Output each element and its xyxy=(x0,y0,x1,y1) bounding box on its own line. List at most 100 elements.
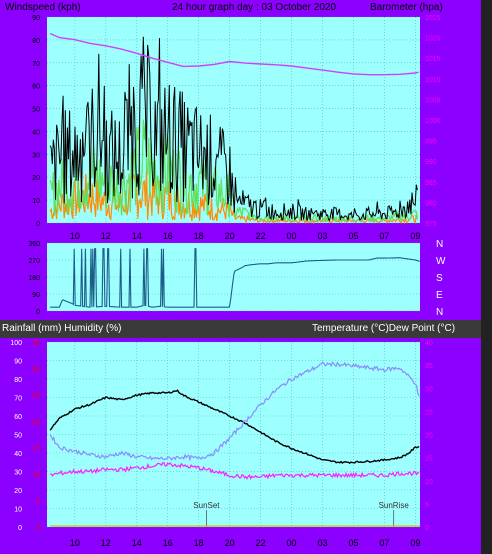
wind-y-tick-label: 80 xyxy=(32,38,40,45)
wind-y-tick-label: 0 xyxy=(36,221,40,228)
rain-y-tick-label: 25 xyxy=(32,393,40,400)
compass-label: N xyxy=(436,307,443,318)
series-dew-point-humidity xyxy=(49,361,420,462)
humidity-y-tick-label: 70 xyxy=(14,396,22,403)
barometer-y-tick-label: 1015 xyxy=(425,56,441,63)
wind-y-tick-label: 60 xyxy=(32,84,40,91)
temp-x-tick-label: 12 xyxy=(101,538,111,548)
temp-x-tick-label: 18 xyxy=(194,538,204,548)
humidity-y-tick-label: 50 xyxy=(14,433,22,440)
humidity-y-tick-label: 100 xyxy=(10,340,22,347)
temperature-y-tick-label: 10 xyxy=(425,479,433,486)
temp-x-tick-label: 22 xyxy=(256,538,266,548)
wind-x-tick-label: 22 xyxy=(256,231,266,241)
series-gust xyxy=(49,36,418,222)
humidity-y-tick-label: 20 xyxy=(14,488,22,495)
wind-axis-title: Windspeed (kph) xyxy=(5,2,81,13)
chart-title: 24 hour graph day : 03 October 2020 xyxy=(172,2,336,13)
series-barometer xyxy=(49,32,419,76)
humidity-y-tick-label: 0 xyxy=(18,525,22,532)
barometer-y-tick-label: 1020 xyxy=(425,36,441,43)
rain-y-tick-label: 35 xyxy=(32,340,40,347)
temperature-humidity-panel: 0102030405060708090100051015202530350510… xyxy=(10,340,433,548)
temperature-axis-title: Temperature (°C)Dew Point (°C) xyxy=(312,323,455,334)
wind-x-tick-label: 20 xyxy=(225,231,235,241)
temperature-y-tick-label: 15 xyxy=(425,456,433,463)
wind-y-tick-label: 50 xyxy=(32,107,40,114)
direction-y-tick-label: 0 xyxy=(36,309,40,316)
temp-x-tick-label: 09 xyxy=(410,538,420,548)
compass-label: E xyxy=(436,290,443,301)
barometer-y-tick-label: 990 xyxy=(425,159,437,166)
series-temperature xyxy=(49,389,420,464)
compass-label: W xyxy=(436,256,446,267)
temp-x-tick-label: 07 xyxy=(379,538,389,548)
barometer-axis-title: Barometer (hpa) xyxy=(370,2,443,13)
barometer-y-tick-label: 1025 xyxy=(425,15,441,22)
annotation-label: SunSet xyxy=(193,501,220,510)
direction-y-tick-label: 180 xyxy=(28,275,40,282)
direction-y-tick-label: 90 xyxy=(32,292,40,299)
divider-band-top xyxy=(0,320,492,338)
series-dew-point xyxy=(49,462,420,480)
annotation-label: SunRise xyxy=(379,501,410,510)
rain-y-tick-label: 15 xyxy=(32,446,40,453)
temp-x-tick-label: 00 xyxy=(287,538,297,548)
temperature-y-tick-label: 20 xyxy=(425,433,433,440)
series-wind-direction xyxy=(50,248,420,308)
humidity-y-tick-label: 40 xyxy=(14,451,22,458)
wind-y-tick-label: 10 xyxy=(32,198,40,205)
wind-x-tick-label: 09 xyxy=(410,231,420,241)
humidity-y-tick-label: 60 xyxy=(14,414,22,421)
wind-y-tick-label: 30 xyxy=(32,152,40,159)
wind-x-tick-label: 12 xyxy=(101,231,111,241)
wind-x-tick-label: 16 xyxy=(163,231,173,241)
rain-y-tick-label: 10 xyxy=(32,472,40,479)
temperature-y-tick-label: 5 xyxy=(425,502,429,509)
temperature-y-tick-label: 30 xyxy=(425,386,433,393)
barometer-y-tick-label: 985 xyxy=(425,180,437,187)
barometer-y-tick-label: 995 xyxy=(425,139,437,146)
wind-x-tick-label: 18 xyxy=(194,231,204,241)
wind-x-tick-label: 05 xyxy=(348,231,358,241)
barometer-y-tick-label: 1000 xyxy=(425,118,441,125)
temp-x-tick-label: 14 xyxy=(132,538,142,548)
rain-y-tick-label: 5 xyxy=(36,499,40,506)
barometer-y-tick-label: 1010 xyxy=(425,77,441,84)
humidity-y-tick-label: 10 xyxy=(14,507,22,514)
compass-label: N xyxy=(436,239,443,250)
wind-x-tick-label: 07 xyxy=(379,231,389,241)
wind-x-tick-label: 03 xyxy=(317,231,327,241)
direction-y-tick-label: 360 xyxy=(28,241,40,248)
right-edge-strip xyxy=(481,0,492,554)
temp-x-tick-label: 03 xyxy=(317,538,327,548)
temperature-y-tick-label: 25 xyxy=(425,409,433,416)
wind-x-tick-label: 00 xyxy=(287,231,297,241)
rain-y-tick-label: 30 xyxy=(32,366,40,373)
wind-direction-panel: 0 N 90 E 180 S 270 W 360 N xyxy=(28,239,446,318)
rain-y-tick-label: 20 xyxy=(32,419,40,426)
wind-x-tick-label: 14 xyxy=(132,231,142,241)
wind-y-tick-label: 20 xyxy=(32,175,40,182)
compass-label: S xyxy=(436,273,443,284)
barometer-y-tick-label: 1005 xyxy=(425,97,441,104)
wind-y-tick-label: 90 xyxy=(32,15,40,22)
direction-y-tick-label: 270 xyxy=(28,258,40,265)
humidity-y-tick-label: 90 xyxy=(14,359,22,366)
barometer-y-tick-label: 980 xyxy=(425,200,437,207)
temp-x-tick-label: 16 xyxy=(163,538,173,548)
temp-x-tick-label: 20 xyxy=(225,538,235,548)
wind-y-tick-label: 70 xyxy=(32,61,40,68)
humidity-y-tick-label: 30 xyxy=(14,470,22,477)
barometer-y-tick-label: 975 xyxy=(425,221,437,228)
temperature-y-tick-label: 35 xyxy=(425,363,433,370)
wind-barometer-panel: 0102030405060708090975980985990995100010… xyxy=(32,15,440,241)
temp-x-tick-label: 10 xyxy=(70,538,80,548)
temperature-y-tick-label: 0 xyxy=(425,525,429,532)
rain-y-tick-label: 0 xyxy=(36,525,40,532)
humidity-y-tick-label: 80 xyxy=(14,377,22,384)
rain-humidity-axis-title: Rainfall (mm) Humidity (%) xyxy=(2,323,121,334)
temperature-y-tick-label: 40 xyxy=(425,340,433,347)
wind-y-tick-label: 40 xyxy=(32,129,40,136)
